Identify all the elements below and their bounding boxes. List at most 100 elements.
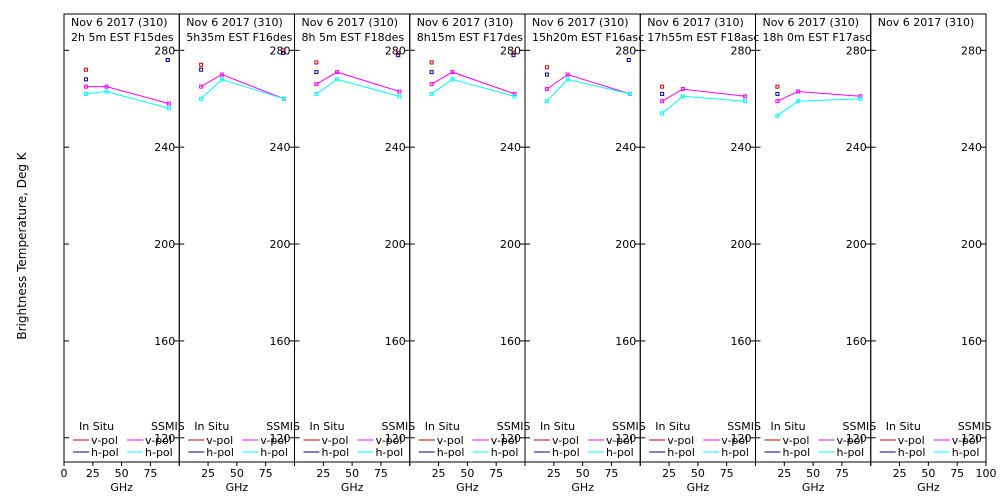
ssmis-h-point bbox=[104, 89, 109, 94]
ssmis-v-point bbox=[314, 82, 319, 87]
y-tick-label: 280 bbox=[615, 44, 636, 57]
x-tick-label: 75 bbox=[259, 467, 273, 480]
ssmis-v-point bbox=[858, 94, 863, 99]
legend-ssmis-header: SSMIS bbox=[727, 420, 761, 433]
ssmis-h-point bbox=[166, 106, 171, 111]
y-tick-label: 160 bbox=[385, 335, 406, 348]
ssmis-h-line bbox=[200, 78, 285, 100]
insitu-v-point bbox=[544, 65, 549, 70]
y-tick-label: 240 bbox=[154, 141, 175, 154]
legend-ssmis-v-label: v-pol bbox=[260, 434, 287, 447]
ssmis-h-point bbox=[314, 91, 319, 96]
legend-insitu-header: In Situ bbox=[310, 420, 345, 433]
panel-subtitle: 2h 5m EST F15des bbox=[71, 31, 174, 44]
legend-ssmis-h-label: h-pol bbox=[721, 446, 749, 459]
y-tick-label: 160 bbox=[961, 335, 982, 348]
panel-subtitle: 5h35m EST F16des bbox=[186, 31, 292, 44]
y-tick-label: 120 bbox=[270, 432, 291, 445]
ssmis-h-point bbox=[660, 111, 665, 116]
legend-ssmis-h-label: h-pol bbox=[260, 446, 288, 459]
ssmis-v-point bbox=[450, 70, 455, 75]
y-tick-label: 240 bbox=[846, 141, 867, 154]
legend-ssmis-h-label: h-pol bbox=[606, 446, 634, 459]
ssmis-v-line bbox=[431, 71, 515, 95]
legend-insitu-h-label: h-pol bbox=[783, 446, 811, 459]
insitu-h-point bbox=[314, 70, 319, 75]
legend-ssmis-header: SSMIS bbox=[382, 420, 416, 433]
insitu-h-point bbox=[83, 77, 88, 82]
legend-insitu-h-label: h-pol bbox=[322, 446, 350, 459]
insitu-h-point bbox=[511, 53, 516, 58]
panel-title: Nov 6 2017 (310) bbox=[71, 16, 168, 29]
y-tick-label: 120 bbox=[961, 432, 982, 445]
x-tick-label: 75 bbox=[950, 467, 964, 480]
legend-insitu-v-label: v-pol bbox=[898, 434, 925, 447]
x-tick-label: 25 bbox=[662, 467, 676, 480]
x-tick-label: 25 bbox=[432, 467, 446, 480]
y-tick-label: 240 bbox=[615, 141, 636, 154]
y-tick-label: 280 bbox=[154, 44, 175, 57]
x-tick-label: 50 bbox=[460, 467, 474, 480]
y-tick-label: 160 bbox=[615, 335, 636, 348]
legend-insitu-h-label: h-pol bbox=[206, 446, 234, 459]
ssmis-h-point bbox=[429, 91, 434, 96]
x-tick-label: 0 bbox=[61, 467, 68, 480]
x-tick-label: 25 bbox=[316, 467, 330, 480]
insitu-h-point bbox=[429, 70, 434, 75]
x-tick-label: 50 bbox=[806, 467, 820, 480]
legend-ssmis-v-label: v-pol bbox=[952, 434, 979, 447]
legend-ssmis-h-label: h-pol bbox=[952, 446, 980, 459]
legend-insitu-header: In Situ bbox=[79, 420, 114, 433]
y-tick-label: 200 bbox=[961, 238, 982, 251]
y-tick-label: 240 bbox=[500, 141, 521, 154]
ssmis-v-point bbox=[565, 72, 570, 77]
legend-ssmis-v-label: v-pol bbox=[837, 434, 864, 447]
ssmis-v-point bbox=[512, 91, 517, 96]
legend-insitu-h-label: h-pol bbox=[898, 446, 926, 459]
y-tick-label: 280 bbox=[731, 44, 752, 57]
panel-subtitle: 8h 5m EST F18des bbox=[302, 31, 405, 44]
insitu-v-point bbox=[396, 50, 401, 55]
ssmis-v-line bbox=[661, 88, 746, 102]
panel-subtitle: 15h20m EST F16asc bbox=[532, 31, 644, 44]
x-tick-label: 25 bbox=[86, 467, 100, 480]
insitu-v-point bbox=[314, 60, 319, 65]
panel-subtitle: 8h15m EST F17des bbox=[417, 31, 523, 44]
y-tick-label: 120 bbox=[615, 432, 636, 445]
legend-insitu-v-label: v-pol bbox=[667, 434, 694, 447]
ssmis-v-line bbox=[777, 90, 861, 102]
insitu-h-point bbox=[280, 50, 285, 55]
legend-insitu-v-label: v-pol bbox=[437, 434, 464, 447]
panel-5: Nov 6 2017 (310) 15h20m EST F16asc 120 160 2… bbox=[524, 13, 646, 494]
y-tick-label: 280 bbox=[846, 44, 867, 57]
y-tick-label: 280 bbox=[961, 44, 982, 57]
legend-ssmis-v-label: v-pol bbox=[721, 434, 748, 447]
legend-insitu-header: In Situ bbox=[655, 420, 690, 433]
ssmis-h-point bbox=[397, 94, 402, 99]
y-tick-label: 200 bbox=[270, 238, 291, 251]
ssmis-h-point bbox=[627, 91, 632, 96]
legend-ssmis-h-label: h-pol bbox=[491, 446, 519, 459]
panels-group: Nov 6 2017 (310) 2h 5m EST F15des 120 160 20… bbox=[61, 13, 997, 494]
legend-ssmis-header: SSMIS bbox=[266, 420, 300, 433]
ssmis-v-point bbox=[775, 99, 780, 104]
x-tick-label: 50 bbox=[345, 467, 359, 480]
legend-ssmis-header: SSMIS bbox=[497, 420, 531, 433]
ssmis-h-point bbox=[775, 113, 780, 118]
ssmis-h-line bbox=[85, 90, 170, 109]
y-tick-label: 200 bbox=[385, 238, 406, 251]
ssmis-h-point bbox=[450, 77, 455, 82]
ssmis-v-point bbox=[544, 87, 549, 92]
x-axis-label: GHz bbox=[917, 481, 940, 494]
x-axis-label: GHz bbox=[110, 481, 133, 494]
insitu-v-point bbox=[511, 50, 516, 55]
y-tick-label: 240 bbox=[270, 141, 291, 154]
insitu-h-point bbox=[396, 53, 401, 58]
ssmis-v-line bbox=[316, 71, 400, 92]
panel-1: Nov 6 2017 (310) 2h 5m EST F15des 120 160 20… bbox=[61, 13, 185, 494]
panel-8: Nov 6 2017 (310) 120 160 200 240 280 25 50 75 100… bbox=[870, 13, 997, 494]
ssmis-h-line bbox=[431, 78, 515, 97]
x-tick-label: 25 bbox=[777, 467, 791, 480]
ssmis-v-line bbox=[85, 86, 170, 105]
legend-insitu-header: In Situ bbox=[886, 420, 921, 433]
